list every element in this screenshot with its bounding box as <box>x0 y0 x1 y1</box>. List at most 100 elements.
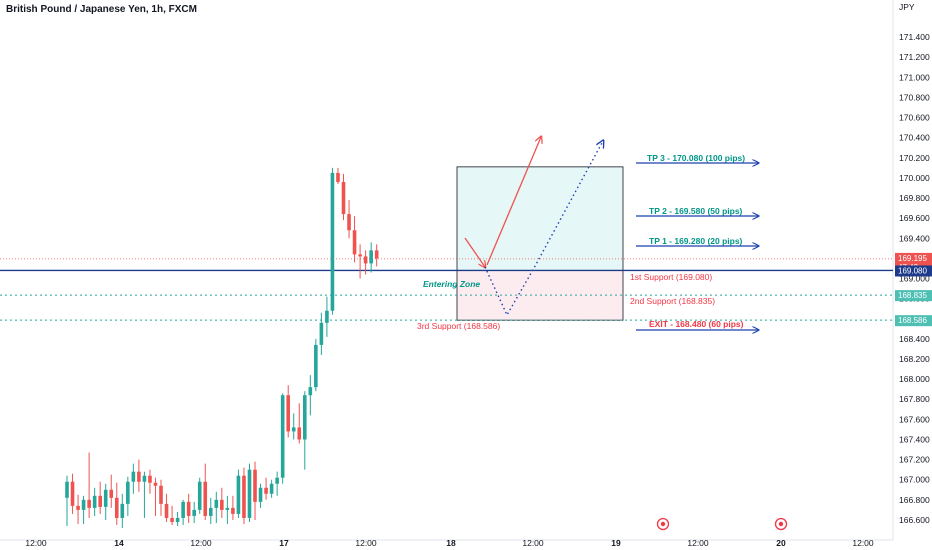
candle-body <box>253 469 257 502</box>
x-tick-label: 12:00 <box>355 538 377 548</box>
y-tick-label: 166.800 <box>899 495 930 505</box>
candle-body <box>280 395 285 478</box>
support-3-badge-text: 168.586 <box>898 316 927 325</box>
y-tick-label: 167.200 <box>899 455 930 465</box>
candle-body <box>291 427 296 432</box>
support-3-badge-bg <box>895 315 932 327</box>
candle-body <box>70 481 75 506</box>
candle-body <box>192 509 196 516</box>
x-axis: 12:00 14 12:00 17 12:00 18 12:00 19 12:00 20 12:00 <box>25 517 874 548</box>
candle-body <box>65 481 69 498</box>
candle-body <box>269 483 274 494</box>
support-3-label: 3rd Support (168.586) <box>417 321 500 331</box>
candle-body <box>142 475 147 482</box>
y-tick-label: 168.400 <box>899 334 930 344</box>
candle-body <box>126 481 130 504</box>
candle-body <box>236 475 241 514</box>
y-tick-label: 170.600 <box>899 113 930 123</box>
tp1-label: TP 1 - 169.280 (20 pips) <box>649 236 743 246</box>
candle-body <box>275 477 279 484</box>
y-tick-label: 169.600 <box>899 213 930 223</box>
candle-body <box>159 485 163 504</box>
candle-body <box>208 507 213 516</box>
candle-body <box>358 254 362 257</box>
support-2-badge-text: 168.835 <box>898 291 927 300</box>
candle-body <box>286 395 290 432</box>
y-tick-label: 171.400 <box>899 32 930 42</box>
x-tick-label: 12:00 <box>852 538 874 548</box>
candle-body <box>247 469 252 518</box>
y-tick-label: 170.200 <box>899 153 930 163</box>
support-2-label: 2nd Support (168.835) <box>630 296 715 306</box>
x-tick-label: 19 <box>611 538 621 548</box>
y-tick-label: 167.000 <box>899 475 930 485</box>
candle-body <box>325 310 329 323</box>
tp3-label: TP 3 - 170.080 (100 pips) <box>647 153 745 163</box>
exit-label: EXIT - 168.480 (60 pips) <box>649 319 744 329</box>
y-tick-label: 170.000 <box>899 173 930 183</box>
candle-body <box>181 501 185 518</box>
x-tick-label: 12:00 <box>25 538 47 548</box>
entry-arrow <box>464 237 485 267</box>
candle-body <box>363 256 368 264</box>
y-tick-label: 166.600 <box>899 515 930 525</box>
candle-body <box>164 503 169 518</box>
y-tick-label: 168.000 <box>899 374 930 384</box>
y-tick-label: 170.800 <box>899 92 930 102</box>
support-1-badge-text: 169.080 <box>898 266 927 275</box>
candle-body <box>92 495 97 508</box>
candle-body <box>314 344 318 388</box>
y-tick-label: 169.400 <box>899 233 930 243</box>
candle-body <box>302 395 307 440</box>
candle-body <box>148 475 152 483</box>
candle-body <box>114 497 119 518</box>
position-zones <box>456 166 624 321</box>
event-icon-dot <box>660 521 666 527</box>
candle-body <box>98 495 102 507</box>
y-tick-label: 171.000 <box>899 72 930 82</box>
support-2-badge-bg <box>895 290 932 302</box>
candle-body <box>81 499 86 510</box>
target-arrow <box>486 137 541 266</box>
candle-body <box>336 172 340 182</box>
candle-body <box>347 214 351 231</box>
candle-body <box>131 471 136 482</box>
current-price-badge-text: 169.195 <box>898 254 927 263</box>
y-tick-label: 171.200 <box>899 52 930 62</box>
support-1-label: 1st Support (169.080) <box>630 272 712 282</box>
x-tick-label: 14 <box>114 538 124 548</box>
candle-body <box>258 487 263 502</box>
candle-body <box>341 181 346 215</box>
candle-body <box>264 487 268 494</box>
candle-body <box>197 481 202 510</box>
support-1-badge-bg <box>895 265 932 277</box>
candle-body <box>103 489 108 507</box>
y-tick-label: 169.800 <box>899 193 930 203</box>
candle-body <box>170 517 174 522</box>
candle-body <box>369 250 373 264</box>
x-tick-label: 12:00 <box>190 538 212 548</box>
candle-body <box>137 471 141 482</box>
x-tick-label: 12:00 <box>522 538 544 548</box>
y-tick-label: 169.000 <box>899 274 930 284</box>
candle-body <box>308 387 313 396</box>
candle-body <box>120 503 125 518</box>
candle-body <box>109 489 114 498</box>
candle-body <box>242 475 246 518</box>
support-1-badge: 169.080 <box>895 265 932 277</box>
candle-body <box>352 230 357 255</box>
candle-body <box>214 499 219 508</box>
y-tick-label: 168.200 <box>899 354 930 364</box>
event-icon-dot <box>778 521 784 527</box>
x-tick-label: 20 <box>776 538 786 548</box>
candle-body <box>87 499 91 508</box>
y-tick-label: 167.600 <box>899 414 930 424</box>
y-tick-label: 167.800 <box>899 394 930 404</box>
y-tick-label: 170.400 <box>899 133 930 143</box>
candle-body <box>186 501 191 516</box>
x-tick-label: 12:00 <box>687 538 709 548</box>
candle-body <box>374 250 379 259</box>
y-axis-currency: JPY <box>899 2 915 12</box>
